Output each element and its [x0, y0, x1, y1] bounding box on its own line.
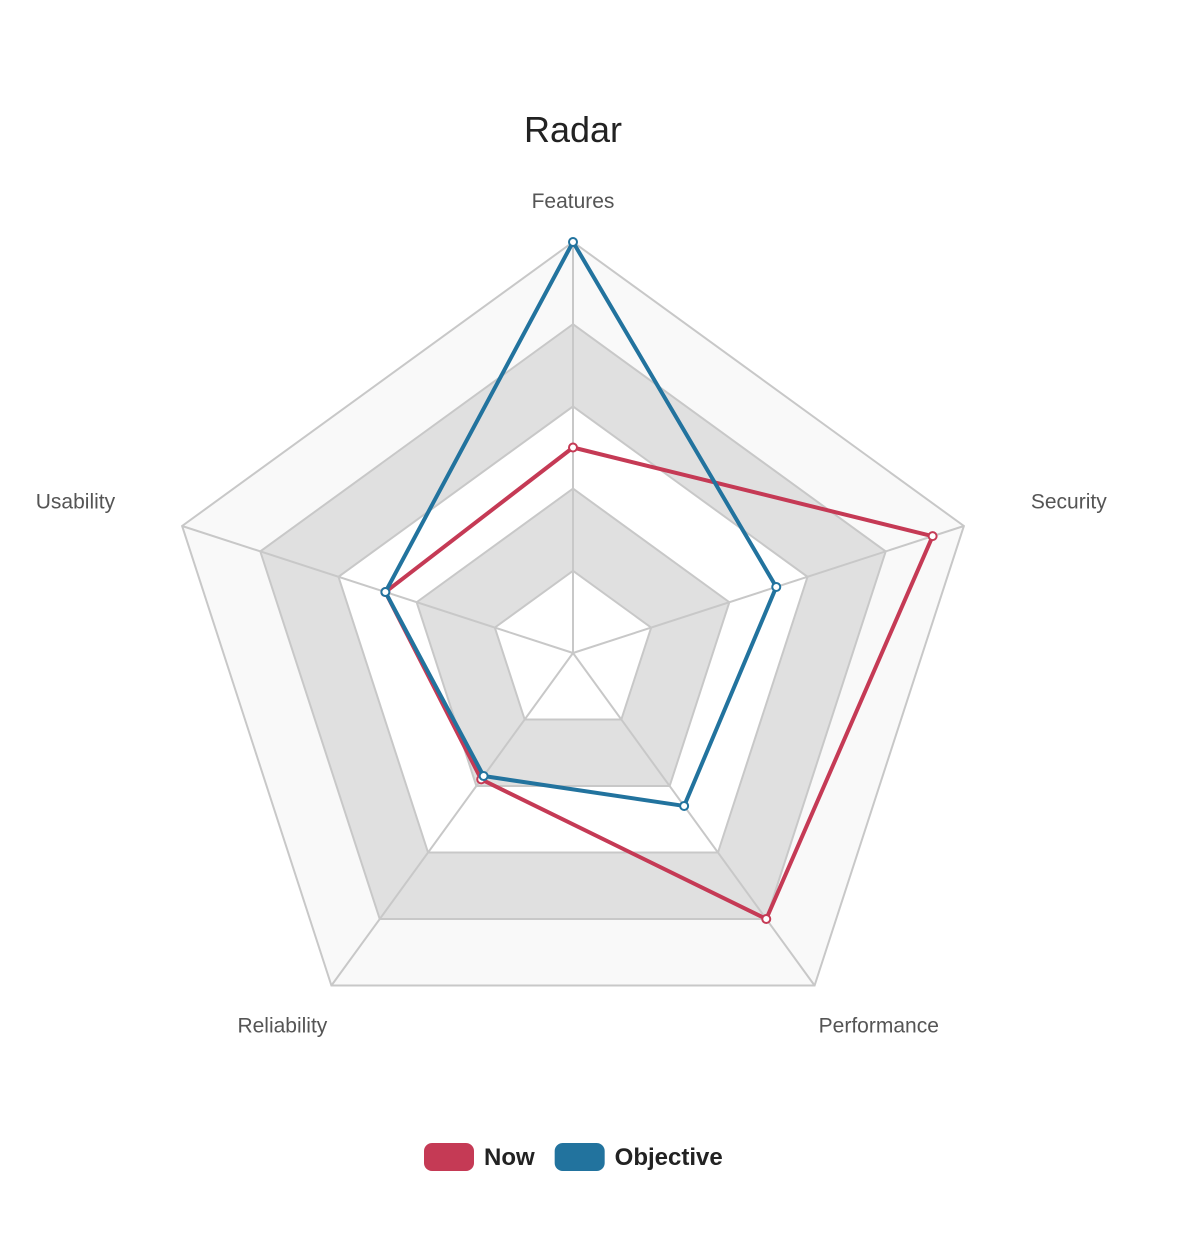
data-point-now-performance[interactable] [761, 914, 772, 924]
legend-label-objective: Objective [615, 1144, 723, 1171]
radar-axis-labels: Features Security Performance Reliability Us… [36, 190, 1107, 1038]
radar-spoke-usability [181, 525, 574, 654]
legend-label-now: Now [484, 1144, 535, 1171]
data-point-objective-security[interactable] [771, 581, 782, 592]
data-point-objective-usability[interactable] [380, 587, 391, 598]
data-point-objective-performance[interactable] [679, 800, 690, 811]
chart-title: Radar [524, 109, 622, 150]
data-point-now-security[interactable] [927, 531, 938, 542]
radar-spoke-security [572, 525, 965, 654]
radar-spoke-reliability [330, 652, 574, 987]
radar-spoke-performance [572, 652, 816, 987]
legend-item-now[interactable]: Now [424, 1143, 535, 1171]
axis-label-reliability: Reliability [237, 1015, 327, 1038]
legend-swatch-now [424, 1143, 474, 1171]
series-objective [380, 237, 782, 811]
axis-label-security: Security [1031, 490, 1107, 513]
legend-item-objective[interactable]: Objective [554, 1143, 723, 1171]
radar-series-layer [380, 237, 938, 924]
data-point-objective-reliability[interactable] [478, 771, 489, 782]
legend-swatch-objective [554, 1143, 605, 1171]
axis-label-features: Features [532, 190, 615, 213]
series-line-objective [383, 240, 779, 808]
data-point-objective-features[interactable] [568, 237, 578, 247]
series-line-now [383, 445, 935, 921]
axis-label-usability: Usability [36, 490, 116, 513]
axis-label-performance: Performance [819, 1015, 939, 1038]
chart-legend[interactable]: Now Objective [424, 1143, 723, 1171]
data-point-now-features[interactable] [568, 442, 578, 453]
